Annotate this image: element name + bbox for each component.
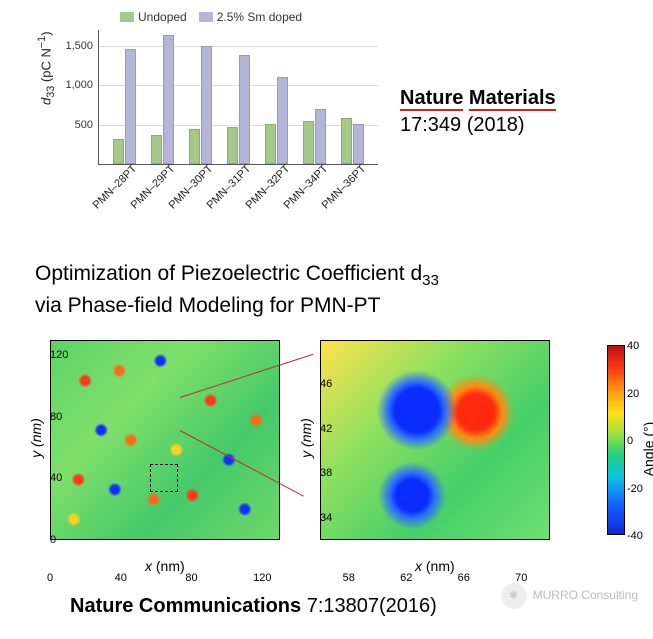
heatmap-tick: 46 — [320, 378, 323, 390]
heatmap-tick: 38 — [320, 467, 323, 479]
heatmap-tick: 40 — [115, 570, 127, 584]
bar — [239, 55, 250, 164]
heatmap-overview: y (nm) x (nm) 0408012004080120 — [50, 340, 280, 540]
heatmap-surface-overview — [50, 340, 280, 540]
chart-legend: Undoped 2.5% Sm doped — [120, 10, 302, 24]
bar — [227, 127, 238, 164]
top-section: Undoped 2.5% Sm doped d33 (pC N−1) 5001,… — [20, 10, 630, 235]
bar — [189, 129, 200, 164]
bar — [151, 135, 162, 164]
y-axis-label-left: y (nm) — [28, 418, 44, 458]
colorbar-label: Angle (°) — [641, 422, 653, 477]
heatmap-tick: 58 — [343, 570, 355, 584]
heatmap-tick: 70 — [515, 570, 527, 584]
bar — [341, 118, 352, 164]
heatmap-zoom: y (nm) x (nm) 3438424658626670 — [320, 340, 550, 540]
colorbar-tick: -20 — [624, 483, 643, 495]
bar-group: PMN–29PT — [143, 35, 181, 164]
heatmap-section: y (nm) x (nm) 0408012004080120 y (nm) x … — [20, 335, 635, 580]
bar-group: PMN–32PT — [258, 77, 296, 164]
bar — [353, 124, 364, 164]
heatmap-tick: 62 — [400, 570, 412, 584]
legend-item-undoped: Undoped — [120, 10, 187, 24]
colorbar: Angle (°) 40200-20-40 — [607, 345, 625, 535]
journal-word-1: Nature — [400, 87, 463, 111]
citation-nature-materials: Nature Materials 17:349 (2018) — [400, 85, 630, 139]
heatmap-tick: 66 — [458, 570, 470, 584]
bar — [113, 139, 124, 164]
colorbar-tick: 0 — [624, 435, 633, 447]
d33-bar-chart: Undoped 2.5% Sm doped d33 (pC N−1) 5001,… — [30, 10, 390, 235]
watermark: ✱ MURRO Consulting — [501, 583, 638, 609]
y-tick-label: 1,500 — [65, 40, 99, 52]
legend-label-undoped: Undoped — [138, 10, 187, 24]
bar-group: PMN–30PT — [181, 46, 219, 164]
x-axis-label-left: x (nm) — [145, 558, 185, 574]
legend-label-doped: 2.5% Sm doped — [217, 10, 302, 24]
bar-group: PMN–36PT — [334, 118, 372, 164]
x-axis-label-right: x (nm) — [415, 558, 455, 574]
bar — [125, 49, 136, 164]
bar-group: PMN–31PT — [219, 55, 257, 164]
journal-name-bottom: Nature Communications — [70, 595, 301, 617]
colorbar-tick: -40 — [624, 530, 643, 542]
citation-ref: 17:349 (2018) — [400, 112, 630, 139]
figure-caption: Optimization of Piezoelectric Coefficien… — [35, 260, 615, 320]
heatmap-tick: 120 — [50, 349, 53, 361]
watermark-icon: ✱ — [501, 583, 527, 609]
heatmap-tick: 0 — [50, 534, 53, 546]
colorbar-tick: 20 — [624, 388, 639, 400]
heatmap-tick: 0 — [47, 570, 53, 584]
legend-item-doped: 2.5% Sm doped — [199, 10, 302, 24]
citation-ref-bottom: 7:13807(2016) — [307, 595, 437, 617]
y-tick-label: 1,000 — [65, 79, 99, 91]
caption-line1: Optimization of Piezoelectric Coefficien… — [35, 262, 422, 285]
y-axis-label-right: y (nm) — [298, 418, 314, 458]
colorbar-tick: 40 — [624, 340, 639, 352]
bar — [303, 121, 314, 164]
heatmap-tick: 80 — [50, 411, 53, 423]
heatmap-surface-zoom — [320, 340, 550, 540]
caption-line2: via Phase-field Modeling for PMN-PT — [35, 294, 380, 317]
y-axis-label: d33 (pC N−1) — [36, 31, 57, 105]
heatmap-tick: 40 — [50, 472, 53, 484]
bar — [163, 35, 174, 164]
heatmap-tick: 34 — [320, 512, 323, 524]
heatmap-tick: 120 — [253, 570, 271, 584]
heatmap-tick: 42 — [320, 423, 323, 435]
legend-swatch-doped — [199, 12, 213, 22]
y-tick-label: 500 — [75, 119, 99, 131]
bar — [265, 124, 276, 164]
caption-subscript: 33 — [422, 272, 439, 289]
bars-container: PMN–28PTPMN–29PTPMN–30PTPMN–31PTPMN–32PT… — [99, 30, 378, 164]
bar-group: PMN–28PT — [105, 49, 143, 164]
bar-group: PMN–34PT — [296, 109, 334, 164]
bar — [315, 109, 326, 164]
journal-word-2: Materials — [469, 87, 556, 111]
watermark-text: MURRO Consulting — [533, 588, 638, 602]
bar — [201, 46, 212, 164]
zoom-region-box — [150, 464, 178, 492]
heatmap-tick: 80 — [185, 570, 197, 584]
legend-swatch-undoped — [120, 12, 134, 22]
bar — [277, 77, 288, 164]
plot-area: 5001,0001,500 PMN–28PTPMN–29PTPMN–30PTPM… — [98, 30, 378, 165]
citation-nature-communications: Nature Communications 7:13807(2016) — [70, 595, 437, 618]
journal-name: Nature Materials — [400, 85, 630, 112]
